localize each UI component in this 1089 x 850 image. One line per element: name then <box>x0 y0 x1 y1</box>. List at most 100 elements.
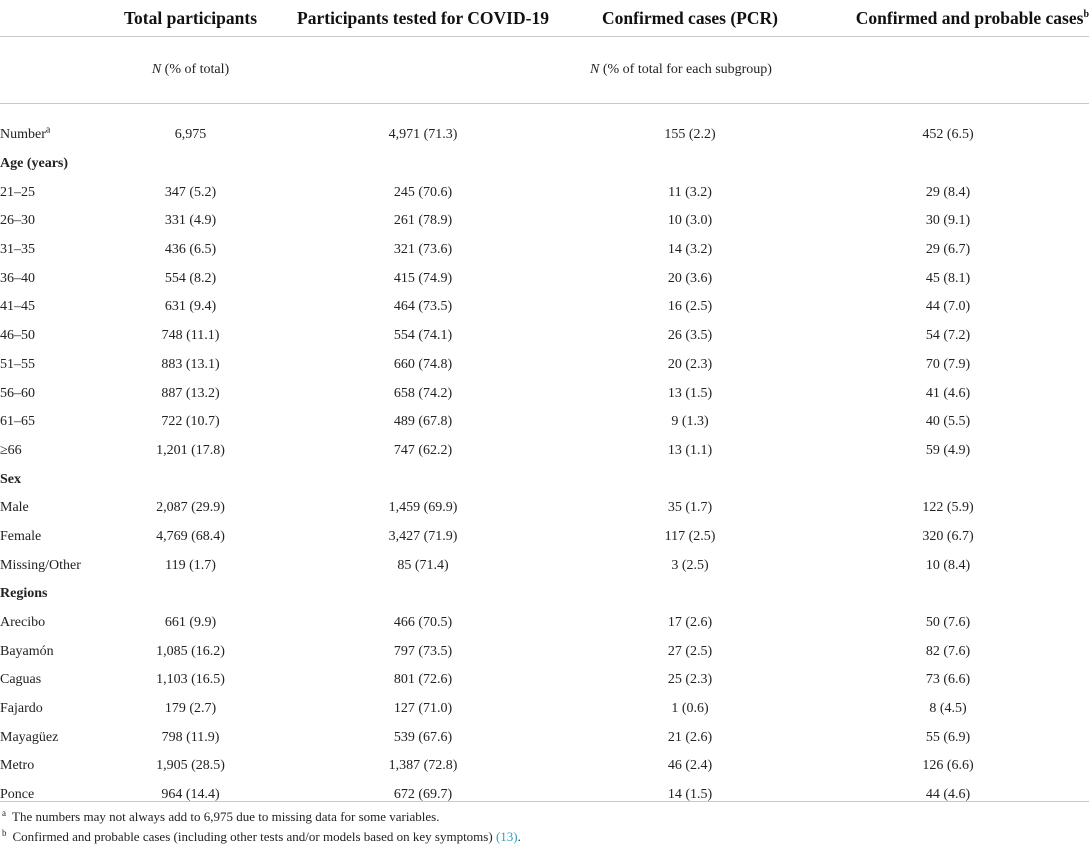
cell-probable: 55 (6.9) <box>925 729 971 745</box>
cell-tested: 3,427 (71.9) <box>388 528 458 544</box>
cell-probable: 30 (9.1) <box>925 213 971 229</box>
header-probable-sup: b <box>1083 8 1089 20</box>
section-heading-age: Age (years) <box>0 156 69 172</box>
table-row: Bayamón 1,085 (16.2) 797 (73.5) 27 (2.5) 82 … <box>0 637 1089 666</box>
header-probable-text: Confirmed and probable cases <box>855 7 1084 28</box>
header-label-empty <box>0 0 108 37</box>
row-label: Caguas <box>0 672 42 688</box>
cell-confirmed: 27 (2.5) <box>667 643 713 659</box>
cell-probable: 41 (4.6) <box>925 385 971 401</box>
row-label: Metro <box>0 758 35 774</box>
table-row: 21–25 347 (5.2) 245 (70.6) 11 (3.2) 29 (8.4) <box>0 178 1089 207</box>
row-label: 36–40 <box>0 270 35 286</box>
cell-probable: 8 (4.5) <box>929 701 967 717</box>
cell-tested: 261 (78.9) <box>393 213 453 229</box>
row-label: Female <box>0 528 42 544</box>
cell-tested: 245 (70.6) <box>393 184 453 200</box>
table-row: 56–60 887 (13.2) 658 (74.2) 13 (1.5) 41 (4.6… <box>0 379 1089 408</box>
footnotes: a The numbers may not always add to 6,975… <box>0 801 1089 847</box>
subheader-empty <box>0 36 108 104</box>
cell-total: 964 (14.4) <box>161 787 220 803</box>
header-row: Total participants Participants tested f… <box>0 0 1089 37</box>
row-label: 51–55 <box>0 356 35 372</box>
header-tested: Participants tested for COVID-19 <box>297 7 549 28</box>
row-label: ≥66 <box>0 442 22 458</box>
cell-confirmed: 35 (1.7) <box>667 500 713 516</box>
cell-probable: 82 (7.6) <box>925 643 971 659</box>
number-label: Numbera <box>0 121 108 150</box>
row-label: Mayagüez <box>0 729 59 745</box>
spacer-row <box>0 103 1089 121</box>
cell-total: 1,085 (16.2) <box>156 643 225 659</box>
table-row: Mayagüez 798 (11.9) 539 (67.6) 21 (2.6) 55 (… <box>0 723 1089 752</box>
footnote-b-end: . <box>517 829 521 844</box>
table-row: 51–55 883 (13.1) 660 (74.8) 20 (2.3) 70 (7.9… <box>0 351 1089 380</box>
number-label-text: Number <box>0 127 46 143</box>
row-label: 21–25 <box>0 184 35 200</box>
table-row: Male 2,087 (29.9) 1,459 (69.9) 35 (1.7) 122 … <box>0 494 1089 523</box>
subheader-subgroup-unit: N (% of total for each subgroup) <box>273 36 1089 104</box>
cell-total: 887 (13.2) <box>161 385 220 401</box>
subheader-pct-total: (% of total) <box>161 62 230 77</box>
cell-total: 631 (9.4) <box>164 299 217 315</box>
cell-tested: 797 (73.5) <box>393 643 453 659</box>
cell-confirmed: 20 (2.3) <box>667 356 713 372</box>
cell-confirmed: 13 (1.5) <box>667 385 713 401</box>
cell-tested: 539 (67.6) <box>393 729 453 745</box>
cell-confirmed: 46 (2.4) <box>667 758 713 774</box>
subheader-total-unit: N (% of total) <box>108 36 273 104</box>
footnote-a: a The numbers may not always add to 6,975… <box>0 807 1089 827</box>
cell-tested: 747 (62.2) <box>393 442 453 458</box>
cell-probable: 40 (5.5) <box>925 414 971 430</box>
cell-total: 2,087 (29.9) <box>156 500 225 516</box>
cell-confirmed: 17 (2.6) <box>667 615 713 631</box>
table-row: 26–30 331 (4.9) 261 (78.9) 10 (3.0) 30 (9.1) <box>0 207 1089 236</box>
table-row: 36–40 554 (8.2) 415 (74.9) 20 (3.6) 45 (8.1) <box>0 264 1089 293</box>
cell-total: 1,103 (16.5) <box>156 672 225 688</box>
cell-probable: 126 (6.6) <box>922 758 974 774</box>
row-label: 61–65 <box>0 414 35 430</box>
cell-confirmed: 11 (3.2) <box>668 184 712 200</box>
row-label: Missing/Other <box>0 557 81 573</box>
cell-confirmed: 9 (1.3) <box>671 414 709 430</box>
row-label: Bayamón <box>0 643 54 659</box>
table-row: ≥66 1,201 (17.8) 747 (62.2) 13 (1.1) 59 (4.9… <box>0 437 1089 466</box>
cell-tested: 85 (71.4) <box>397 557 449 573</box>
number-confirmed: 155 (2.2) <box>664 127 716 143</box>
section-heading-sex: Sex <box>0 471 21 487</box>
data-table: Total participants Participants tested f… <box>0 0 1089 803</box>
cell-probable: 73 (6.6) <box>925 672 971 688</box>
subheader-pct-subgroup: (% of total for each subgroup) <box>599 62 772 77</box>
row-label: Male <box>0 500 29 516</box>
row-label: 56–60 <box>0 385 35 401</box>
cell-confirmed: 14 (1.5) <box>667 787 713 803</box>
cell-probable: 29 (6.7) <box>925 242 971 258</box>
cell-confirmed: 1 (0.6) <box>671 701 709 717</box>
section-row-sex: Sex <box>0 465 1089 494</box>
cell-tested: 1,459 (69.9) <box>388 500 458 516</box>
table-row: Arecibo 661 (9.9) 466 (70.5) 17 (2.6) 50 (7.… <box>0 609 1089 638</box>
section-heading-region: Regions <box>0 586 48 602</box>
cell-probable: 10 (8.4) <box>925 557 971 573</box>
cell-probable: 54 (7.2) <box>925 328 971 344</box>
cell-total: 748 (11.1) <box>161 328 220 344</box>
table-row: Fajardo 179 (2.7) 127 (71.0) 1 (0.6) 8 (4.5) <box>0 695 1089 724</box>
cell-confirmed: 117 (2.5) <box>664 528 716 544</box>
subheader-n-subgroup: N <box>590 62 600 77</box>
table-row: 41–45 631 (9.4) 464 (73.5) 16 (2.5) 44 (7.0) <box>0 293 1089 322</box>
reference-link-13[interactable]: (13) <box>495 829 518 844</box>
cell-total: 436 (6.5) <box>164 242 217 258</box>
row-label: Fajardo <box>0 701 43 717</box>
cell-total: 661 (9.9) <box>164 615 217 631</box>
cell-confirmed: 14 (3.2) <box>667 242 713 258</box>
cell-tested: 127 (71.0) <box>393 701 453 717</box>
table-row: 31–35 436 (6.5) 321 (73.6) 14 (3.2) 29 (6.7) <box>0 236 1089 265</box>
row-label: 46–50 <box>0 328 35 344</box>
footnote-a-mark: a <box>2 807 6 818</box>
cell-total: 883 (13.1) <box>161 356 220 372</box>
cell-total: 1,905 (28.5) <box>156 758 225 774</box>
cell-total: 798 (11.9) <box>161 729 220 745</box>
cell-probable: 50 (7.6) <box>925 615 971 631</box>
footnote-b-text: Confirmed and probable cases (including … <box>12 829 496 844</box>
section-row-age: Age (years) <box>0 150 1089 179</box>
